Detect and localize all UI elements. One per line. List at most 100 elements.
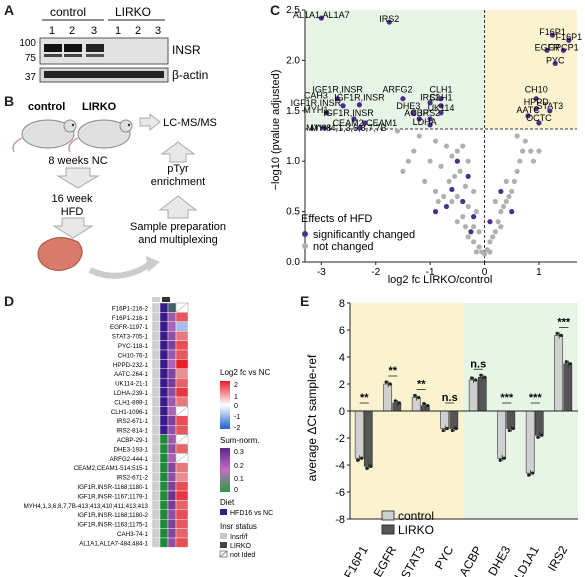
heatmap-cell-sum [167, 500, 177, 510]
point-changed [560, 47, 566, 53]
heatmap-cell-diet [151, 490, 161, 501]
bar-control [497, 410, 507, 459]
replicate-point [559, 333, 563, 337]
heatmap-row-label: IRS2-671-1 [116, 418, 148, 425]
heatmap-cell-sum [167, 481, 177, 492]
x-tick-label: -1 [426, 267, 435, 278]
bar-lirko [477, 376, 487, 412]
legend-lirko: LIRKO [398, 523, 434, 537]
bar-control [383, 383, 393, 412]
point-label: MYH1 [303, 105, 328, 115]
point-unchanged [503, 198, 509, 205]
legend-swatch-control [381, 510, 395, 521]
point-changed [324, 110, 330, 116]
heatmap-row-label: AL1A1,AL1A7-484;484-1 [79, 540, 148, 547]
point-label: IGF1R,INSR [334, 93, 385, 103]
category-label: STAT3 [398, 543, 428, 577]
legend-insr-swatch-lirko [220, 542, 227, 548]
heatmap-row-label: STAT3-705-1 [112, 334, 149, 341]
legend-insr-swatch-flox [220, 533, 227, 539]
heatmap-cell-insr [159, 490, 169, 501]
category-label: F16P1 [341, 543, 371, 577]
point-changed [465, 173, 471, 179]
panel-label-d: D [4, 293, 15, 309]
heatmap-cell-insr [159, 424, 169, 435]
heatmap-row-label: HPPD-232-1 [113, 362, 149, 369]
x-axis-title: log2 fc LIRKO/control [388, 274, 493, 286]
point-unchanged [487, 239, 493, 245]
point-changed [544, 47, 550, 53]
heatmap-cell-fc [175, 340, 189, 351]
heatmap-row-label: MYH4,1,3,6,8,7,7B-413;413;410;411;413;41… [24, 503, 149, 510]
significance-label: ** [360, 392, 369, 404]
point-changed [362, 120, 368, 126]
column-header-insr [162, 297, 170, 302]
point-changed [427, 100, 433, 106]
y-tick-label: 0.5 [286, 207, 300, 218]
replicate-point [502, 456, 506, 460]
point-unchanged [511, 178, 518, 184]
point-label: IGF1R,INSR [323, 108, 374, 118]
heatmap-cell-diet [151, 453, 161, 463]
insr-band [64, 54, 82, 57]
heatmap-cell-diet [151, 387, 161, 398]
y-tick-label: -2 [335, 433, 345, 445]
heatmap-cell-diet [151, 509, 161, 520]
marker-75: 75 [25, 53, 37, 64]
point-unchanged [457, 168, 463, 174]
category-label: ALD1A1 [507, 543, 542, 577]
arrow-head-icon [146, 256, 160, 272]
insr-band [44, 54, 62, 57]
heatmap-cell-insr [159, 415, 169, 426]
heatmap-cell-diet [151, 406, 161, 417]
point-label: AL1A1,AL1A7 [293, 10, 350, 20]
point-unchanged [514, 168, 520, 174]
y-tick-label: 8 [339, 298, 345, 310]
point-changed [443, 203, 450, 210]
volcano-plot: AL1A1,AL1A7 IRS2F16P1F16P1EGFRGPCP1PYCCAH… [270, 5, 582, 286]
liver-icon [37, 237, 83, 271]
heatmap-cell-diet [151, 368, 161, 379]
replicate-point [397, 401, 401, 405]
y-tick-label: 1.5 [286, 106, 300, 117]
column-header-diet [152, 297, 160, 302]
mouse-label-lirko: LIRKO [82, 101, 117, 113]
heatmap-cell-insr [159, 312, 169, 322]
heatmap-cell-fc [175, 377, 189, 388]
point-changed [411, 110, 417, 116]
heatmap-cell-insr [159, 340, 169, 351]
heatmap-cell-diet [151, 471, 161, 482]
replicate-point [474, 378, 478, 382]
point-label: IGF1R,INSR [312, 85, 363, 95]
point-changed [438, 110, 444, 116]
replicate-point [564, 360, 568, 364]
point-unchanged [432, 138, 439, 144]
point-label: MYH8 [306, 123, 331, 133]
heatmap-cell-diet [151, 415, 161, 426]
point-unchanged [536, 148, 542, 154]
bar-lirko [534, 410, 544, 436]
point-changed [438, 103, 444, 109]
heatmap-cell-sum [167, 528, 177, 539]
arrow-up-icon [158, 195, 198, 219]
point-unchanged [443, 143, 450, 149]
heatmap-cell-fc [175, 509, 189, 520]
point-unchanged [498, 224, 504, 230]
bar-control [354, 410, 364, 459]
point-unchanged [454, 219, 460, 225]
replicate-point [483, 375, 487, 379]
heatmap-cell-fc [175, 331, 189, 341]
heatmap-cell-insr [159, 387, 169, 398]
heatmap-cell-diet [151, 359, 161, 370]
band-label-actin: β-actin [172, 68, 208, 82]
insr-band [86, 54, 104, 57]
point-unchanged [441, 193, 447, 200]
bar-control [525, 410, 535, 474]
heatmap-row-label: EGFR-1197-1 [110, 324, 149, 331]
heatmap-cell-fc [175, 462, 189, 473]
panel-label-c: C [270, 2, 281, 18]
heatmap-row-label: CLH1-1096-1 [111, 409, 149, 416]
heatmap-cell-insr [159, 302, 169, 313]
heatmap-cell-fc [175, 415, 189, 426]
y-tick-label: 0 [339, 406, 345, 418]
